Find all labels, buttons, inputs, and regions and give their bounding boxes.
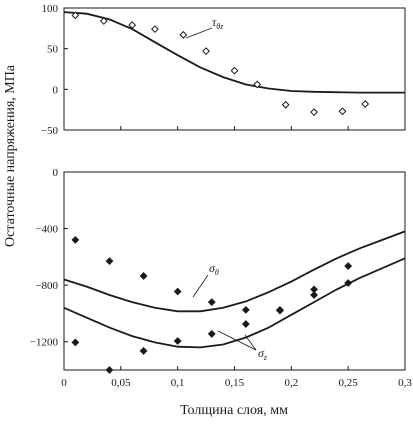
top-data-point	[361, 100, 370, 108]
bottom-data-point	[241, 320, 250, 328]
annotation-leaders	[185, 27, 257, 351]
bottom-panel: −1200 −800 −400 0 0 0,05 0,1 0,15 0,2 0,25 0,3	[30, 167, 413, 389]
tau-annotation: τθz	[212, 15, 224, 31]
top-data-point	[179, 30, 188, 39]
sigma-theta-leader-line	[192, 274, 209, 298]
x-tick-label: 0,3	[398, 377, 412, 389]
tau-leader-line	[185, 27, 213, 39]
top-y-tick-label: −50	[41, 125, 59, 137]
sigma-z-symbol: σ	[258, 346, 265, 360]
bottom-y-tick-label: −800	[35, 280, 58, 292]
bottom-data-point	[276, 305, 284, 314]
tau-subscript: θz	[216, 22, 224, 31]
bottom-data-point	[207, 298, 216, 307]
y-axis-title: Остаточные напряжения, МПа	[3, 64, 18, 247]
bottom-data-point	[344, 279, 353, 287]
x-tick-label: 0,2	[284, 377, 298, 389]
bottom-y-tick-label: −400	[35, 224, 58, 236]
tau-symbol: τ	[212, 15, 217, 29]
bottom-data-point	[173, 337, 182, 345]
bottom-data-point	[105, 366, 114, 374]
sigma-z-leader-line-2	[244, 334, 257, 351]
top-y-tick-label: 100	[42, 3, 59, 15]
x-tick-label: 0,15	[225, 377, 245, 389]
x-tick-label: 0,25	[339, 377, 359, 389]
sigma-z-leader-line-1	[217, 330, 257, 351]
top-data-point	[71, 11, 80, 20]
bottom-data-point	[105, 257, 114, 266]
bottom-data-point	[173, 287, 182, 296]
x-axis-title: Толщина слоя, мм	[180, 403, 288, 418]
x-tick-label: 0	[61, 377, 67, 389]
top-data-point	[253, 80, 262, 89]
bottom-data-point	[207, 330, 216, 338]
bottom-data-point	[139, 272, 148, 280]
top-data-point	[128, 21, 137, 29]
bottom-data-point	[139, 346, 148, 355]
top-data-point	[99, 17, 108, 25]
bottom-y-tick-label: 0	[53, 167, 59, 179]
sigma-theta-annotation: σθ	[209, 261, 219, 277]
bottom-data-point	[71, 235, 80, 244]
top-data-point	[202, 47, 210, 56]
bottom-data-point	[241, 305, 250, 314]
bottom-curve-2	[63, 257, 406, 349]
top-curve-1	[63, 11, 405, 94]
top-panel: −50 0 50 100	[41, 3, 406, 137]
bottom-data-point	[344, 262, 353, 270]
bottom-y-tick-label: −1200	[30, 337, 59, 349]
bottom-data-point	[71, 338, 80, 347]
bottom-curve-1	[63, 230, 406, 313]
x-tick-label: 0,05	[111, 377, 131, 389]
sigma-theta-subscript: θ	[215, 268, 219, 277]
bottom-data-point	[310, 291, 318, 299]
top-data-point	[310, 108, 318, 117]
sigma-z-subscript: z	[263, 353, 268, 362]
top-data-point	[281, 100, 290, 109]
x-tick-label: 0,1	[171, 377, 185, 389]
top-y-tick-label: 50	[47, 44, 59, 56]
sigma-z-annotation: σz	[258, 346, 268, 362]
top-data-point	[230, 66, 239, 75]
sigma-theta-symbol: σ	[209, 261, 216, 275]
top-y-tick-label: 0	[53, 84, 59, 96]
top-data-point	[338, 107, 347, 116]
top-data-point	[151, 25, 159, 34]
